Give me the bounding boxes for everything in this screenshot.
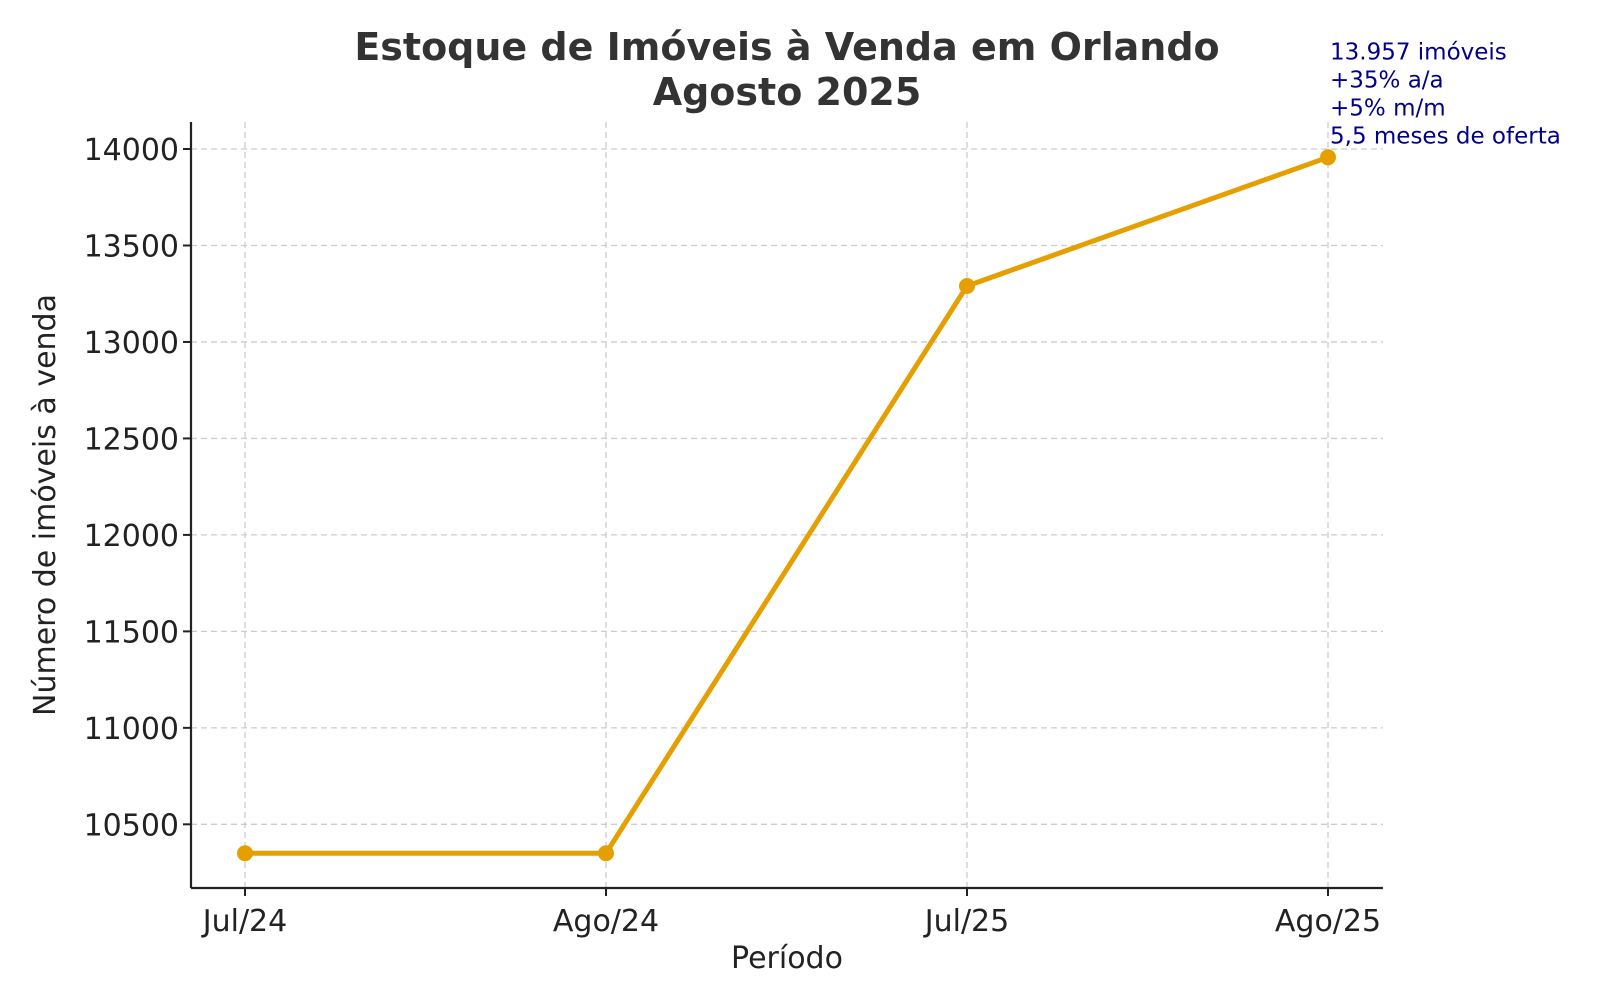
- x-tick-label: Ago/24: [553, 904, 659, 939]
- y-tick-label: 10500: [84, 808, 179, 843]
- annotation-line: 5,5 meses de oferta: [1330, 123, 1561, 149]
- y-tick-label: 11000: [84, 712, 179, 747]
- data-point: [598, 845, 614, 862]
- y-tick-label: 12000: [84, 519, 179, 554]
- y-tick-label: 13000: [84, 326, 179, 361]
- y-tick-label: 11500: [84, 615, 179, 650]
- chart-title: Estoque de Imóveis à Venda em Orlando: [354, 25, 1219, 69]
- data-point: [959, 278, 975, 295]
- chart-subtitle: Agosto 2025: [653, 70, 922, 114]
- series-line: [242, 154, 1331, 856]
- x-tick-label: Ago/25: [1275, 904, 1381, 939]
- y-tick-label: 12500: [84, 422, 179, 457]
- annotation-line: +5% m/m: [1330, 95, 1446, 121]
- annotation: 13.957 imóveis+35% a/a+5% m/m5,5 meses d…: [1330, 39, 1561, 149]
- y-tick-label: 14000: [84, 133, 179, 168]
- annotation-line: 13.957 imóveis: [1330, 39, 1507, 65]
- x-axis-label: Período: [731, 941, 843, 976]
- x-tick-label: Jul/24: [201, 904, 287, 939]
- y-axis-label: Número de imóveis à venda: [28, 294, 63, 716]
- data-point: [237, 845, 253, 862]
- data-point: [1320, 149, 1336, 166]
- grid: [191, 122, 1383, 888]
- tick-labels: 10500 11000 11500 12000 12500 13000 13500 14000…: [84, 133, 1382, 939]
- annotation-line: +35% a/a: [1330, 67, 1444, 93]
- axes: [183, 122, 1383, 896]
- x-tick-label: Jul/25: [923, 904, 1009, 939]
- y-tick-label: 13500: [84, 229, 179, 264]
- series: [237, 149, 1336, 862]
